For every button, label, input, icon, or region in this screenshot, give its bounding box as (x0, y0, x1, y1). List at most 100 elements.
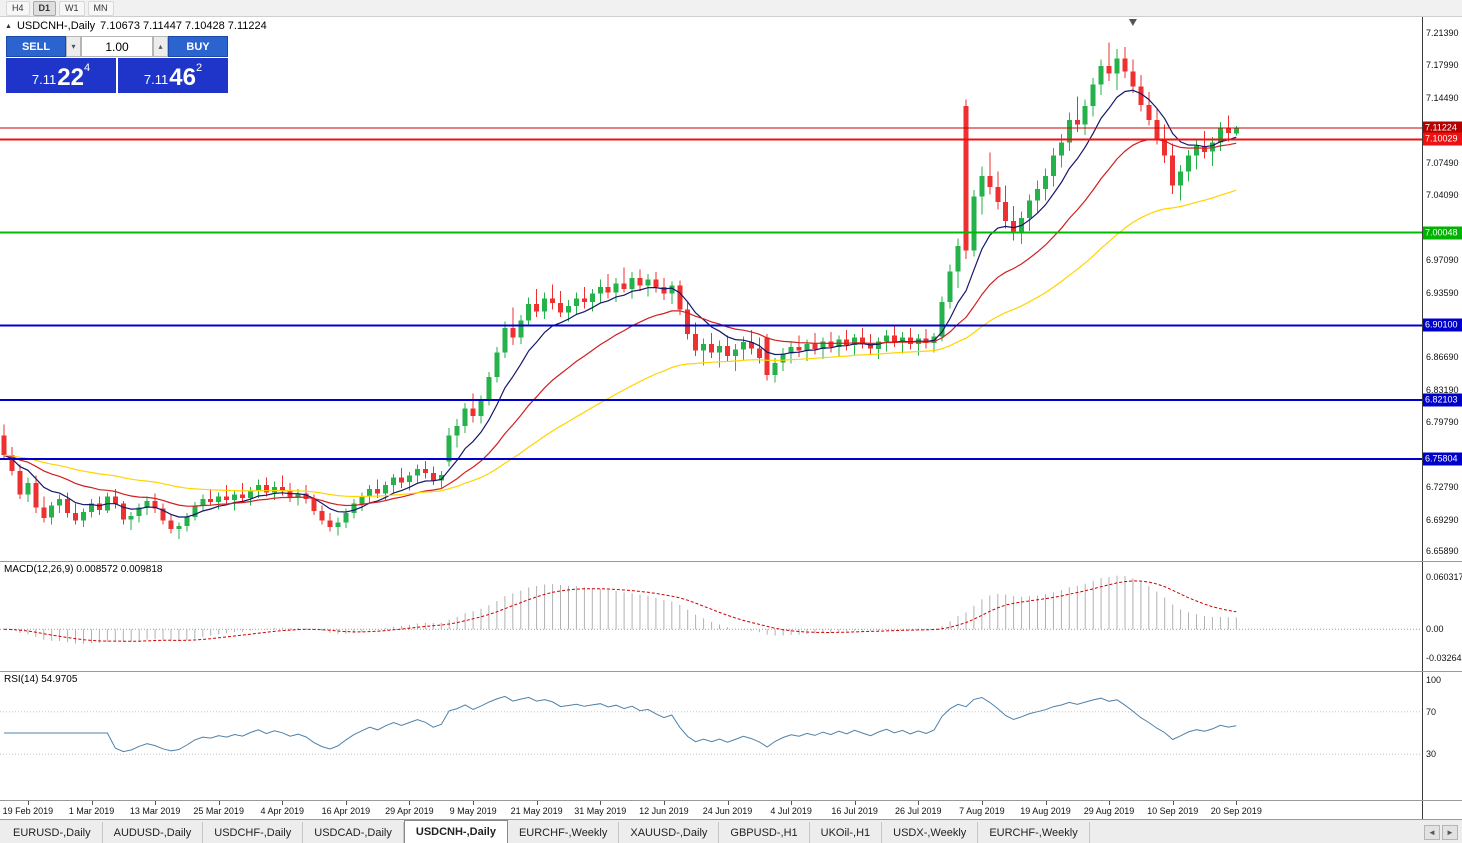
tabs-scroll-right-icon[interactable]: ► (1442, 825, 1458, 840)
time-tick-mark (345, 801, 347, 805)
price-tick-label: 7.21390 (1426, 28, 1459, 39)
time-tick-mark (600, 801, 602, 805)
rsi-tick-label: 30 (1426, 749, 1437, 760)
time-tick-label: 4 Apr 2019 (260, 806, 305, 816)
price-tick-label: 7.14490 (1426, 92, 1459, 103)
chart-tabs-bar: EURUSD-,Daily AUDUSD-,Daily USDCHF-,Daily U… (0, 819, 1462, 843)
collapse-icon[interactable]: ▲ (5, 22, 12, 30)
ohlc-values: 7.10673 7.11447 7.10428 7.11224 (100, 20, 267, 32)
buy-button[interactable]: BUY (168, 36, 228, 57)
chart-title: ▲ USDCNH-,Daily 7.10673 7.11447 7.10428 … (5, 20, 267, 32)
price-tick-label: 7.07490 (1426, 158, 1459, 169)
chart-tab-usdx-weekly[interactable]: USDX-,Weekly (882, 822, 979, 843)
time-tick-label: 25 Mar 2019 (193, 806, 244, 816)
time-axis[interactable]: 19 Feb 2019 1 Mar 2019 13 Mar 2019 25 Mar 2… (0, 801, 1422, 819)
time-tick-mark (981, 801, 983, 805)
price-tick-label: 6.69290 (1426, 514, 1459, 525)
price-level-badge: 7.10029 (1423, 132, 1462, 146)
time-tick-mark (473, 801, 475, 805)
volume-increase-button[interactable]: ▴ (153, 36, 168, 57)
time-tick-label: 31 May 2019 (574, 806, 627, 816)
time-tick-label: 4 Jul 2019 (770, 806, 812, 816)
chart-stack: 7.21390 7.17990 7.14490 7.07490 7.04090 6.970… (0, 17, 1462, 819)
time-tick-label: 10 Sep 2019 (1147, 806, 1199, 816)
sell-price-display[interactable]: 7.11 22 4 (6, 58, 116, 93)
sell-price-point: 4 (83, 62, 91, 74)
buy-price-display[interactable]: 7.11 46 2 (118, 58, 228, 93)
tab-scroll-controls: ◄ ► (1424, 825, 1462, 843)
time-tick-label: 16 Jul 2019 (831, 806, 878, 816)
chart-tab-usdcad-daily[interactable]: USDCAD-,Daily (303, 822, 404, 843)
price-level-badge: 6.75804 (1423, 452, 1462, 466)
time-tick-mark (282, 801, 284, 805)
time-tick-mark (155, 801, 157, 805)
price-chart-panel[interactable]: 7.21390 7.17990 7.14490 7.07490 7.04090 6.970… (0, 17, 1462, 562)
time-axis-row: 19 Feb 2019 1 Mar 2019 13 Mar 2019 25 Mar 2… (0, 801, 1462, 819)
chart-tab-eurchf-weekly[interactable]: EURCHF-,Weekly (508, 822, 620, 843)
macd-canvas[interactable] (0, 562, 1422, 671)
sell-button[interactable]: SELL (6, 36, 66, 57)
time-tick-mark (1172, 801, 1174, 805)
macd-axis[interactable]: 0.060317 0.00 -0.032648 (1422, 562, 1462, 671)
price-tick-label: 6.83190 (1426, 384, 1459, 395)
time-tick-mark (1109, 801, 1110, 805)
symbol-period-label: USDCNH-,Daily (16, 20, 96, 32)
price-tick-label: 6.72790 (1426, 482, 1459, 492)
chart-tab-audusd-daily[interactable]: AUDUSD-,Daily (103, 822, 204, 843)
buy-price-main: 7.11 (143, 72, 169, 87)
price-axis[interactable]: 7.21390 7.17990 7.14490 7.07490 7.04090 6.970… (1422, 17, 1462, 561)
time-tick-label: 12 Jun 2019 (639, 806, 689, 816)
rsi-axis[interactable]: 100 70 30 (1422, 672, 1462, 800)
time-tick-label: 9 May 2019 (449, 806, 497, 816)
candlestick-canvas[interactable] (0, 17, 1422, 561)
axis-corner (1422, 801, 1462, 819)
rsi-indicator-label: RSI(14) 54.9705 (4, 674, 78, 685)
timeframe-button-w1[interactable]: W1 (59, 0, 85, 16)
time-tick-mark (791, 801, 793, 805)
time-tick-mark (91, 801, 93, 805)
buy-price-pips: 46 (169, 64, 196, 91)
timeframe-button-mn[interactable]: MN (87, 0, 114, 16)
volume-decrease-button[interactable]: ▾ (66, 36, 81, 57)
time-tick-label: 1 Mar 2019 (68, 806, 115, 816)
rsi-panel[interactable]: 100 70 30 RSI(14) 54.9705 (0, 672, 1462, 801)
price-level-badge: 7.11224 (1423, 121, 1462, 135)
one-click-trading-widget: SELL ▾ 1.00 ▴ BUY 7.11 22 4 7.11 46 2 (6, 36, 228, 93)
macd-panel[interactable]: 0.060317 0.00 -0.032648 MACD(12,26,9) 0.00… (0, 562, 1462, 672)
time-tick-mark (727, 801, 729, 805)
time-tick-label: 19 Feb 2019 (2, 806, 54, 816)
chart-tab-xauusd-daily[interactable]: XAUUSD-,Daily (619, 822, 720, 843)
time-tick-mark (918, 801, 920, 805)
sell-price-main: 7.11 (31, 72, 57, 87)
macd-tick-label: -0.032648 (1426, 652, 1462, 663)
time-tick-label: 29 Apr 2019 (385, 806, 434, 816)
time-tick-label: 20 Sep 2019 (1210, 806, 1262, 816)
time-tick-mark (409, 801, 411, 805)
time-tick-label: 19 Aug 2019 (1020, 806, 1071, 816)
chart-tab-ukoil-h1[interactable]: UKOil-,H1 (810, 822, 883, 843)
time-tick-label: 24 Jun 2019 (702, 806, 753, 816)
price-tick-label: 6.79790 (1426, 416, 1459, 427)
chart-tab-eurusd-daily[interactable]: EURUSD-,Daily (2, 822, 103, 843)
time-tick-mark (1045, 801, 1047, 805)
time-tick-label: 26 Jul 2019 (895, 806, 942, 816)
time-tick-mark (536, 801, 538, 805)
chart-tab-usdchf-daily[interactable]: USDCHF-,Daily (203, 822, 304, 843)
tabs-scroll-left-icon[interactable]: ◄ (1424, 825, 1440, 840)
price-tick-label: 6.86690 (1426, 352, 1459, 363)
chart-tab-eurchf-weekly[interactable]: EURCHF-,Weekly (978, 822, 1090, 843)
time-tick-label: 21 May 2019 (510, 806, 563, 816)
time-tick-mark (1236, 801, 1238, 805)
time-tick-label: 16 Apr 2019 (321, 806, 371, 816)
time-tick-mark (27, 801, 29, 805)
price-tick-label: 6.93590 (1426, 287, 1459, 298)
timeframe-button-d1[interactable]: D1 (32, 0, 57, 16)
chart-tab-usdcnh-daily[interactable]: USDCNH-,Daily (403, 820, 508, 843)
chart-tab-gbpusd-h1[interactable]: GBPUSD-,H1 (719, 822, 810, 843)
sell-price-pips: 22 (57, 64, 84, 91)
timeframe-button-h4[interactable]: H4 (6, 0, 30, 16)
rsi-canvas[interactable] (0, 672, 1422, 800)
price-tick-label: 6.65890 (1426, 546, 1459, 557)
volume-input[interactable]: 1.00 (81, 36, 153, 57)
